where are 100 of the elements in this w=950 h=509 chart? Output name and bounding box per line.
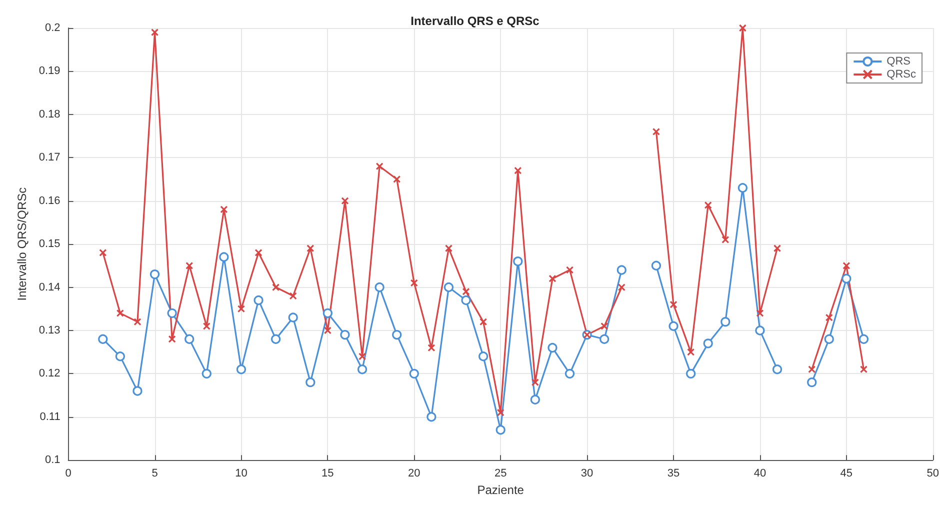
point (858, 334, 869, 344)
point (392, 330, 402, 340)
point (357, 364, 368, 374)
point (600, 322, 608, 330)
point (376, 162, 384, 170)
point (99, 248, 107, 256)
point (322, 308, 332, 318)
x-tick-label: 40 (754, 468, 766, 480)
point (600, 334, 610, 344)
point (720, 317, 730, 327)
legend-label: QRSc (886, 68, 916, 80)
point (738, 24, 746, 32)
x-tick-label: 5 (152, 468, 158, 480)
point (288, 312, 298, 322)
point (150, 270, 160, 280)
point (410, 279, 418, 287)
x-tick-label: 45 (840, 468, 853, 480)
point (652, 128, 660, 136)
x-tick-label: 30 (580, 468, 594, 480)
point (478, 352, 488, 362)
y-tick-label: 0.11 (40, 410, 60, 423)
point (530, 394, 540, 404)
point (686, 368, 696, 378)
y-tick-label: 0.12 (38, 368, 60, 380)
point (824, 334, 834, 344)
point (480, 318, 488, 326)
point (272, 283, 280, 292)
point (306, 378, 316, 388)
point (773, 244, 782, 252)
x-tick-label: 0 (65, 468, 72, 480)
point (220, 206, 228, 214)
point (548, 274, 556, 282)
x-axis-title: Paziente (477, 483, 524, 497)
point (808, 366, 816, 374)
point (150, 28, 159, 36)
x-tick-label: 50 (926, 468, 940, 480)
point (219, 252, 229, 262)
point (825, 314, 833, 322)
point (860, 366, 868, 374)
point (616, 265, 626, 275)
point (496, 425, 506, 435)
point (186, 262, 194, 270)
x-tick-label: 20 (408, 468, 420, 480)
legend-label: QRS (886, 56, 911, 68)
y-tick-label: 0.2 (45, 22, 60, 34)
point (531, 378, 539, 386)
point (167, 308, 177, 318)
point (548, 342, 558, 353)
y-tick-label: 0.16 (38, 194, 60, 207)
point (132, 386, 142, 396)
point (409, 368, 419, 378)
y-axis-title: Intervallo QRS/QRSc (15, 187, 29, 301)
point (358, 352, 366, 360)
point (807, 378, 817, 388)
point (513, 256, 523, 266)
point (564, 368, 575, 378)
y-tick-label: 0.14 (38, 281, 60, 294)
point (202, 322, 210, 330)
point (115, 352, 125, 362)
point (289, 292, 297, 300)
x-tick-label: 15 (322, 468, 334, 480)
point (462, 288, 470, 296)
point (618, 283, 626, 292)
point (254, 248, 262, 256)
point (202, 368, 212, 378)
point (428, 344, 436, 352)
point (842, 274, 852, 284)
point (98, 334, 108, 344)
point (738, 183, 748, 193)
point (444, 282, 454, 292)
point (393, 175, 401, 184)
x-tick-label: 10 (235, 468, 248, 480)
point (461, 295, 471, 306)
point (254, 295, 264, 306)
point (116, 309, 124, 317)
point (271, 334, 281, 344)
point (670, 300, 678, 308)
point (168, 335, 176, 343)
point (341, 197, 349, 205)
point (842, 262, 850, 270)
point (236, 364, 246, 374)
y-tick-label: 0.19 (38, 65, 60, 78)
x-tick-label: 25 (494, 468, 507, 480)
point (722, 236, 730, 244)
y-tick-label: 0.15 (38, 238, 60, 250)
point (756, 309, 764, 317)
point (444, 244, 453, 252)
point (340, 330, 350, 340)
y-tick-label: 0.1 (45, 454, 60, 466)
point (237, 305, 246, 313)
point (566, 266, 574, 274)
point (184, 334, 194, 344)
x-tick-label: 35 (667, 468, 680, 480)
point (306, 244, 314, 252)
point (755, 326, 765, 336)
chart-title: Intervallo QRS e QRSc (410, 14, 540, 28)
point (134, 318, 142, 326)
point (703, 338, 713, 348)
point (668, 321, 678, 331)
point (772, 364, 782, 374)
